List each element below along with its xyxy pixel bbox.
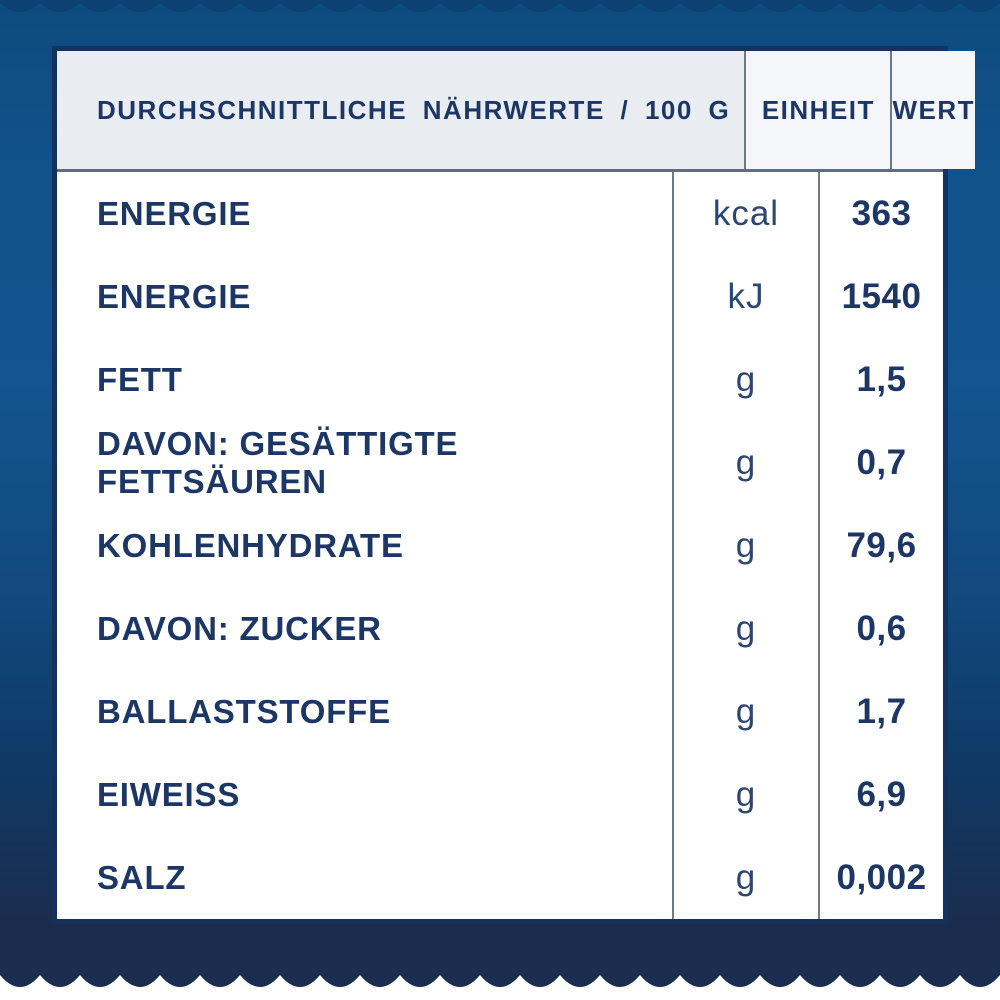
nutrition-table: DURCHSCHNITTLICHE NÄHRWERTE / 100 G EINH… [52, 46, 976, 924]
nutrient-label: BALLASTSTOFFE [97, 692, 391, 730]
amount-value: 79,6 [846, 525, 917, 565]
unit-value: g [735, 691, 757, 731]
amount-value: 6,9 [856, 774, 907, 814]
unit-value: g [735, 774, 757, 814]
table-row-gesaettigte-fettsaeuren: DAVON: GESÄTTIGTE FETTSÄUREN g 0,7 [57, 421, 943, 504]
table-body: ENERGIE kcal 363 ENERGIE kJ 1540 FETT g … [57, 172, 943, 919]
unit-value: kcal [712, 193, 780, 233]
amount-value: 363 [851, 193, 912, 233]
table-row-zucker: DAVON: ZUCKER g 0,6 [57, 587, 943, 670]
amount-value: 1,7 [856, 691, 907, 731]
header-cell-value: WERT [890, 51, 976, 169]
header-value-label: WERT [892, 94, 976, 125]
header-cell-unit: EINHEIT [744, 51, 891, 169]
table-row-fett: FETT g 1,5 [57, 338, 943, 421]
nutrient-label: DAVON: GESÄTTIGTE FETTSÄUREN [97, 424, 459, 500]
header-unit-label: EINHEIT [761, 94, 875, 125]
table-row-eiweiss: EIWEISS g 6,9 [57, 753, 943, 836]
unit-value: g [735, 442, 757, 482]
scallop-edge-top-decoration [0, 0, 1000, 12]
table-row-ballaststoffe: BALLASTSTOFFE g 1,7 [57, 670, 943, 753]
amount-value: 0,002 [836, 857, 927, 897]
unit-value: kJ [727, 276, 765, 316]
nutrient-label: ENERGIE [97, 277, 252, 315]
header-nutrients-label: DURCHSCHNITTLICHE NÄHRWERTE / 100 G [97, 94, 731, 125]
nutrient-label: KOHLENHYDRATE [97, 526, 404, 564]
unit-value: g [735, 359, 757, 399]
table-row-energie-kcal: ENERGIE kcal 363 [57, 172, 943, 255]
amount-value: 1540 [841, 276, 922, 316]
scallop-edge-bottom-decoration [0, 968, 1000, 1000]
amount-value: 0,6 [856, 608, 907, 648]
amount-value: 1,5 [856, 359, 907, 399]
table-header-row: DURCHSCHNITTLICHE NÄHRWERTE / 100 G EINH… [57, 51, 976, 172]
nutrient-label: ENERGIE [97, 194, 252, 232]
nutrient-label: SALZ [97, 858, 187, 896]
table-row-energie-kj: ENERGIE kJ 1540 [57, 255, 943, 338]
nutrient-label: FETT [97, 360, 183, 398]
header-cell-nutrients: DURCHSCHNITTLICHE NÄHRWERTE / 100 G [57, 51, 745, 169]
unit-value: g [735, 857, 757, 897]
unit-value: g [735, 608, 757, 648]
unit-value: g [735, 525, 757, 565]
nutrient-label: DAVON: ZUCKER [97, 609, 382, 647]
amount-value: 0,7 [856, 442, 907, 482]
table-row-kohlenhydrate: KOHLENHYDRATE g 79,6 [57, 504, 943, 587]
nutrient-label: EIWEISS [97, 775, 241, 813]
table-row-salz: SALZ g 0,002 [57, 836, 943, 919]
